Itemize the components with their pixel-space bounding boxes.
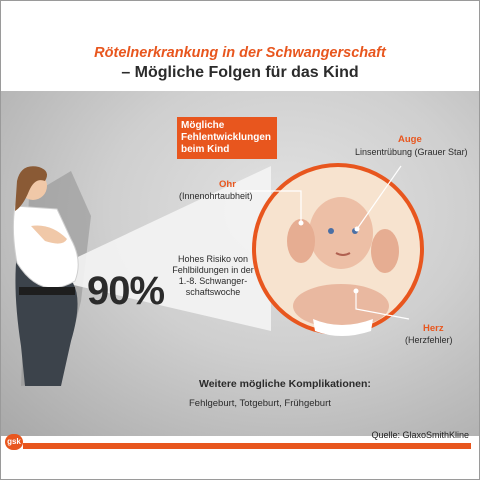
eye-subtitle: Linsentrübung (Grauer Star) [355,147,468,157]
baby-body [293,284,389,328]
light-cone [65,166,271,331]
title-line-1: Rötelnerkrankung in der Schwangerschaft [94,45,386,61]
woman-arm [31,225,67,244]
heart-dot [353,288,359,294]
ear-dot [298,220,304,226]
risk-description: Hohes Risiko von Fehlbildungen in der 1.… [172,254,254,297]
baby-eye-left [328,228,334,234]
baby-head [309,197,373,269]
eye-title: Auge [398,134,422,145]
baby-diaper [313,319,373,336]
gsk-logo: gsk [5,434,23,450]
heart-line [355,291,410,320]
eye-dot [354,226,360,232]
footer-accent-bar [23,443,471,449]
leader-lines [237,165,410,320]
ear-subtitle: (Innenohrtaubheit) [179,191,253,201]
heart-subtitle: (Herzfehler) [405,335,453,345]
woman-hair [15,166,47,211]
title-line-2: – Mögliche Folgen für das Kind [121,64,359,81]
heart-title: Herz [423,323,444,334]
baby-mouth [335,252,351,256]
baby-illustration [287,197,399,336]
header: Rötelnerkrankung in der Schwangerschaft … [1,1,479,91]
baby-right-arm [371,229,399,273]
eye-line [356,165,402,230]
source-credit: Quelle: GlaxoSmithKline [371,430,469,440]
complications-title: Weitere mögliche Komplikationen: [199,378,371,390]
ear-title: Ohr [219,179,236,190]
pregnant-woman [12,166,79,386]
malformations-box: Mögliche Fehlentwicklungen beim Kind [177,117,277,159]
ear-line [237,190,302,223]
complications-text: Fehlgeburt, Totgeburt, Frühgeburt [189,398,331,409]
risk-percent: 90% [87,269,165,313]
woman-belt [19,287,75,295]
baby-left-arm [287,219,315,263]
